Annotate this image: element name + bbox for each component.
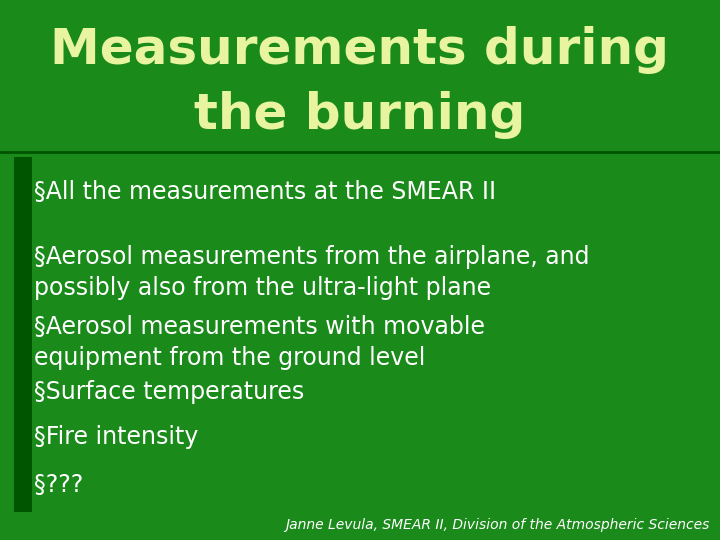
Text: §???: §??? (34, 473, 84, 497)
Text: §Aerosol measurements from the airplane, and
possibly also from the ultra-light : §Aerosol measurements from the airplane,… (34, 245, 590, 300)
Text: Measurements during: Measurements during (50, 26, 670, 74)
FancyBboxPatch shape (0, 0, 720, 150)
Text: §Fire intensity: §Fire intensity (34, 425, 199, 449)
Text: §All the measurements at the SMEAR II: §All the measurements at the SMEAR II (34, 180, 496, 204)
FancyBboxPatch shape (14, 157, 32, 512)
Text: the burning: the burning (194, 91, 526, 139)
Text: §Aerosol measurements with movable
equipment from the ground level: §Aerosol measurements with movable equip… (34, 315, 485, 370)
Text: §Surface temperatures: §Surface temperatures (34, 380, 305, 404)
Text: Janne Levula, SMEAR II, Division of the Atmospheric Sciences: Janne Levula, SMEAR II, Division of the … (286, 518, 710, 532)
